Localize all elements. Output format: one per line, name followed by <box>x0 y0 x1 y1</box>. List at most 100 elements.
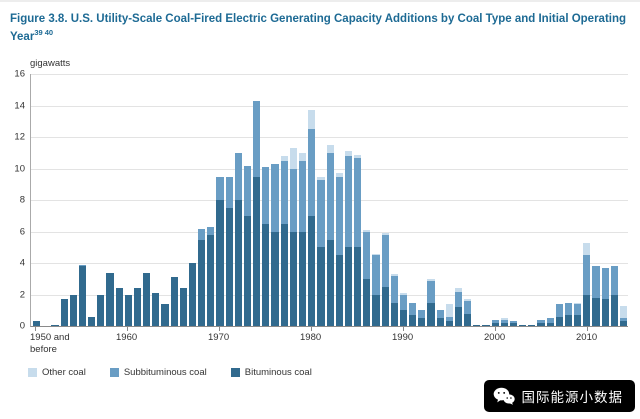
bar-segment <box>610 266 618 295</box>
bar-segment <box>445 316 453 322</box>
bar-segment <box>509 323 518 327</box>
bar-1991 <box>409 74 417 327</box>
bar-1982 <box>326 74 334 327</box>
bar-1977 <box>280 74 288 327</box>
bar-segment <box>363 230 371 232</box>
bar-segment <box>436 310 444 319</box>
x-axis: 1950 and before 1960 1970 1980 1990 2000 2010 <box>30 327 628 357</box>
bar-segment <box>445 321 453 327</box>
bar-segment <box>399 293 408 295</box>
bar-segment <box>262 223 270 327</box>
bar-segment <box>372 253 380 256</box>
bar-segment <box>354 154 362 158</box>
bar-1952 <box>51 74 59 327</box>
bar-segment <box>491 323 499 327</box>
bar-1967 <box>188 74 197 327</box>
bar-1954 <box>69 74 77 327</box>
bar-segment <box>289 168 297 232</box>
bar-segment <box>271 231 279 327</box>
bar-segment <box>280 223 288 327</box>
bar-2002 <box>509 74 518 327</box>
bar-segment <box>243 165 252 216</box>
bar-1990 <box>399 74 408 327</box>
bar-1992 <box>418 74 426 327</box>
y-tick-label: 10 <box>14 163 25 175</box>
bar-segment <box>574 304 582 316</box>
bar-segment <box>390 274 398 276</box>
bar-1973 <box>243 74 252 327</box>
bar-2006 <box>546 74 554 327</box>
gridline <box>31 74 628 76</box>
plot-area <box>30 74 628 328</box>
wechat-icon <box>493 387 515 405</box>
y-tick-label: 6 <box>19 226 25 238</box>
bar-1985 <box>354 74 362 327</box>
x-tick <box>310 327 312 332</box>
bar-segment <box>78 266 87 327</box>
bar-2000 <box>491 74 499 327</box>
bar-segment <box>344 156 353 248</box>
bar-segment <box>390 275 398 303</box>
bar-segment <box>592 297 600 327</box>
y-tick-label: 12 <box>14 131 25 143</box>
bar-1986 <box>363 74 371 327</box>
x-tick <box>218 327 220 332</box>
bar-segment <box>298 160 307 232</box>
bar-1964 <box>161 74 169 327</box>
bar-segment <box>308 129 316 216</box>
bar-segment <box>289 231 297 327</box>
bar-segment <box>464 300 472 314</box>
x-tick-label: 1970 <box>208 332 230 344</box>
x-tick-label: 2000 <box>484 332 506 344</box>
bar-1958 <box>106 74 114 327</box>
figure-title-text: Figure 3.8. U.S. Utility-Scale Coal-Fire… <box>10 13 627 43</box>
bar-1970 <box>216 74 224 327</box>
bar-1960 <box>124 74 132 327</box>
bar-segment <box>519 325 527 327</box>
bar-segment <box>344 247 353 327</box>
bar-2007 <box>555 74 563 327</box>
bar-segment <box>33 321 41 327</box>
bar-segment <box>537 323 545 327</box>
bar-segment <box>308 215 316 327</box>
bar-1998 <box>473 74 481 327</box>
bar-segment <box>574 315 582 327</box>
bar-1961 <box>133 74 142 327</box>
bar-segment <box>170 277 178 327</box>
legend-item-bituminous-coal: Bituminous coal <box>230 367 312 379</box>
bar-segment <box>216 200 224 327</box>
bar-1965 <box>170 74 178 327</box>
bar-segment <box>88 316 96 327</box>
legend-swatch <box>230 368 240 378</box>
y-axis: 0 2 4 6 8 10 12 14 16 <box>6 69 30 332</box>
bar-segment <box>427 302 435 327</box>
legend-label: Bituminous coal <box>244 367 312 379</box>
bar-segment <box>354 157 362 248</box>
bar-1950-and-before <box>33 74 41 327</box>
bar-1955 <box>78 74 87 327</box>
y-tick-label: 2 <box>19 289 25 301</box>
bar-1959 <box>115 74 123 327</box>
bar-2003 <box>519 74 527 327</box>
bar-segment <box>317 179 325 248</box>
bar-segment <box>51 324 59 327</box>
bar-2004 <box>528 74 536 327</box>
x-tick <box>494 327 496 332</box>
y-tick-label: 0 <box>19 320 25 332</box>
bar-segment <box>583 255 591 295</box>
bar-segment <box>546 318 554 324</box>
bar-segment <box>60 299 68 327</box>
bar-segment <box>216 176 224 201</box>
bar-segment <box>289 148 297 169</box>
bar-segment <box>106 272 114 327</box>
x-tick-label: 1990 <box>392 332 414 344</box>
bar-segment <box>500 319 508 324</box>
bar-segment <box>454 291 463 308</box>
bar-segment <box>537 319 545 324</box>
legend-label: Other coal <box>42 367 86 379</box>
bar-segment <box>298 231 307 327</box>
bar-1962 <box>143 74 151 327</box>
bar-1984 <box>344 74 353 327</box>
bar-segment <box>326 239 334 327</box>
